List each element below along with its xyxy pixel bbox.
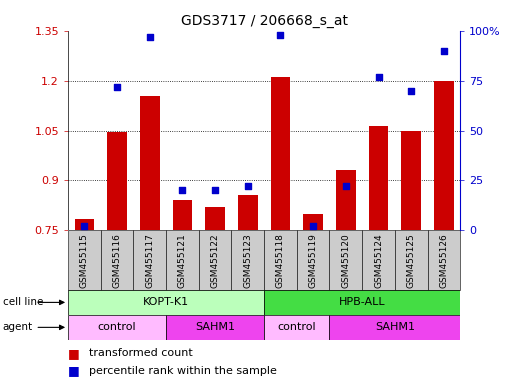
Bar [231, 230, 264, 290]
Bar [68, 315, 166, 340]
Point [244, 184, 252, 190]
Text: GSM455117: GSM455117 [145, 233, 154, 288]
Point [309, 223, 317, 230]
Bar [199, 230, 231, 290]
Bar [238, 195, 257, 230]
Bar [402, 131, 421, 230]
Text: KOPT-K1: KOPT-K1 [143, 297, 189, 308]
Bar [369, 126, 388, 230]
Bar [74, 219, 94, 230]
Bar [329, 230, 362, 290]
Text: transformed count: transformed count [89, 348, 192, 358]
Bar [395, 230, 428, 290]
Text: GSM455119: GSM455119 [309, 233, 317, 288]
Text: SAHM1: SAHM1 [375, 322, 415, 333]
Point [178, 187, 187, 194]
Text: cell line: cell line [3, 297, 43, 308]
Bar [68, 290, 264, 315]
Bar [166, 315, 264, 340]
Bar [329, 315, 460, 340]
Bar [303, 214, 323, 230]
Point [145, 34, 154, 40]
Text: GSM455121: GSM455121 [178, 233, 187, 288]
Point [113, 84, 121, 90]
Text: GSM455115: GSM455115 [80, 233, 89, 288]
Bar [68, 230, 100, 290]
Text: GSM455125: GSM455125 [407, 233, 416, 288]
Bar [264, 290, 460, 315]
Bar [428, 230, 460, 290]
Text: control: control [98, 322, 137, 333]
Text: GSM455116: GSM455116 [112, 233, 121, 288]
Point [407, 88, 415, 94]
Text: GSM455118: GSM455118 [276, 233, 285, 288]
Bar [107, 132, 127, 230]
Bar [362, 230, 395, 290]
Text: control: control [278, 322, 316, 333]
Text: GSM455124: GSM455124 [374, 233, 383, 288]
Bar [336, 170, 356, 230]
Bar [173, 200, 192, 230]
Bar [166, 230, 199, 290]
Text: ■: ■ [68, 347, 79, 360]
Title: GDS3717 / 206668_s_at: GDS3717 / 206668_s_at [180, 14, 348, 28]
Text: GSM455126: GSM455126 [439, 233, 448, 288]
Bar [264, 230, 297, 290]
Bar [297, 230, 329, 290]
Text: GSM455120: GSM455120 [342, 233, 350, 288]
Bar [100, 230, 133, 290]
Bar [206, 207, 225, 230]
Bar [434, 81, 453, 230]
Bar [271, 77, 290, 230]
Text: ■: ■ [68, 364, 79, 377]
Text: HPB-ALL: HPB-ALL [339, 297, 385, 308]
Text: percentile rank within the sample: percentile rank within the sample [89, 366, 277, 376]
Point [80, 223, 88, 230]
Point [342, 184, 350, 190]
Bar [133, 230, 166, 290]
Bar [140, 96, 160, 230]
Point [374, 74, 383, 80]
Bar [264, 315, 329, 340]
Text: GSM455122: GSM455122 [211, 233, 220, 288]
Text: SAHM1: SAHM1 [195, 322, 235, 333]
Point [276, 31, 285, 38]
Text: GSM455123: GSM455123 [243, 233, 252, 288]
Point [440, 48, 448, 54]
Text: agent: agent [3, 322, 33, 333]
Point [211, 187, 219, 194]
